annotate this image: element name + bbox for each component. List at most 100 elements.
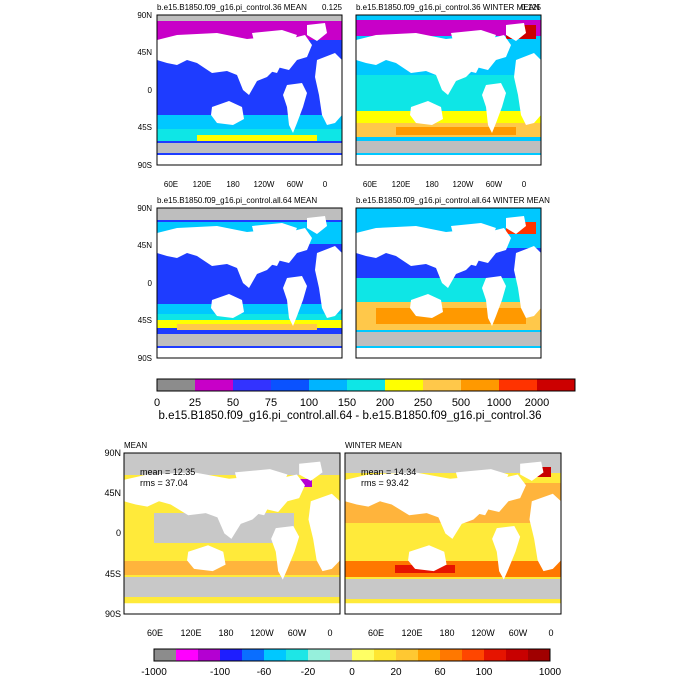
- colorbar-swatch: [286, 649, 308, 661]
- band-gray-antarctic: [356, 141, 541, 153]
- colorbar-label: 500: [452, 397, 470, 409]
- mean-stat: mean = 14.34: [361, 467, 416, 477]
- x-tick-label: 0: [548, 628, 553, 638]
- colorbar-swatch: [157, 379, 195, 391]
- colorbar-label: 25: [189, 397, 201, 409]
- colorbar-swatch: [385, 379, 423, 391]
- panel-title: b.e15.B1850.f09_g16.pi_control.all.64 WI…: [356, 196, 550, 205]
- colorbar-swatch: [330, 649, 352, 661]
- y-tick-label: 90N: [137, 204, 152, 213]
- x-tick-label: 0: [327, 628, 332, 638]
- colorbar-label: 60: [434, 667, 446, 678]
- colorbar-swatch: [271, 379, 309, 391]
- x-tick-label: 60E: [368, 628, 384, 638]
- x-tick-label: 180: [218, 628, 233, 638]
- y-tick-label: 90N: [137, 11, 152, 20]
- band-aqua-south: [157, 314, 342, 322]
- y-tick-label: 90S: [138, 161, 152, 170]
- band-yellow-south: [197, 135, 317, 141]
- x-tick-label: 0: [522, 180, 527, 189]
- rms-stat: rms = 37.04: [140, 478, 188, 488]
- colorbar-label: 0: [154, 397, 160, 409]
- colorbar-swatch: [220, 649, 242, 661]
- x-tick-label: 120W: [471, 628, 495, 638]
- y-tick-label: 0: [148, 86, 153, 95]
- colorbar-swatch: [233, 379, 271, 391]
- colorbar-swatch: [499, 379, 537, 391]
- colorbar-label: 75: [265, 397, 277, 409]
- band-purple-north-atlantic: [300, 479, 312, 487]
- rms-stat: rms = 93.42: [361, 478, 409, 488]
- colorbar-swatch: [308, 649, 330, 661]
- x-tick-label: 0: [323, 180, 328, 189]
- colorbar-top: 0 25 50 75 100 150 200 250 500 1000 2000: [154, 378, 576, 409]
- colorbar-swatch: [198, 649, 220, 661]
- panel-title: b.e15.B1850.f09_g16.pi_control.36 WINTER…: [356, 3, 540, 12]
- colorbar-label: 0: [349, 667, 355, 678]
- y-tick-label: 90N: [104, 448, 121, 458]
- band-gray-antarctic: [157, 334, 342, 346]
- x-tick-label: 180: [425, 180, 439, 189]
- x-tick-label: 120W: [453, 180, 474, 189]
- x-tick-label: 120E: [193, 180, 212, 189]
- colorbar-swatch: [264, 649, 286, 661]
- colorbar-swatch: [195, 379, 233, 391]
- colorbar-swatch: [440, 649, 462, 661]
- y-tick-label: 45N: [137, 241, 152, 250]
- band-magenta-north: [356, 20, 541, 36]
- y-tick-label: 0: [148, 279, 153, 288]
- panel-title: WINTER MEAN: [345, 441, 402, 450]
- band-orange-south: [124, 561, 340, 575]
- x-tick-label: 120W: [254, 180, 275, 189]
- band-orange-south: [177, 324, 317, 330]
- y-tick-label: 90S: [138, 354, 152, 363]
- y-tick-label: 45S: [105, 569, 121, 579]
- mean-stat: mean = 12.35: [140, 467, 195, 477]
- colorbar-label: 150: [338, 397, 356, 409]
- colorbar-label: -100: [210, 667, 230, 678]
- x-tick-label: 60E: [164, 180, 178, 189]
- colorbar-swatch: [423, 379, 461, 391]
- colorbar-label: 200: [376, 397, 394, 409]
- colorbar-swatch: [506, 649, 528, 661]
- y-tick-label: 45N: [104, 488, 121, 498]
- band-cyan-south: [157, 304, 342, 314]
- colorbar-swatch: [484, 649, 506, 661]
- colorbar-swatch: [242, 649, 264, 661]
- colorbar-label: -20: [301, 667, 316, 678]
- colorbar-label: 100: [300, 397, 318, 409]
- panel-36-winter-mean: b.e15.B1850.f09_g16.pi_control.36 WINTER…: [355, 3, 542, 189]
- colorbar-label: 100: [476, 667, 493, 678]
- panel-diff-winter-mean: WINTER MEAN mean = 14.34 rms = 93.42 60E…: [344, 441, 562, 638]
- y-tick-label: 0: [116, 528, 121, 538]
- colorbar-swatch: [418, 649, 440, 661]
- colorbar-label: -60: [257, 667, 272, 678]
- band-gray-antarctic: [356, 332, 541, 346]
- panel-diff-mean: MEAN mean = 12.35 rms = 37.04 90N 45N 0 …: [104, 441, 341, 638]
- band-gray-antarctic: [345, 579, 561, 599]
- x-tick-label: 180: [439, 628, 454, 638]
- y-tick-label: 45S: [138, 316, 152, 325]
- colorbar-label: 250: [414, 397, 432, 409]
- colorbar-bottom: -1000 -100 -60 -20 0 20 60 100 1000: [141, 648, 562, 678]
- y-tick-label: 45N: [137, 48, 152, 57]
- x-tick-label: 60W: [287, 180, 304, 189]
- colorbar-swatch: [176, 649, 198, 661]
- colorbar-label: 2000: [525, 397, 549, 409]
- colorbar-swatch: [352, 649, 374, 661]
- difference-title: b.e15.B1850.f09_g16.pi_control.all.64 - …: [159, 410, 542, 422]
- colorbar-swatch: [374, 649, 396, 661]
- y-tick-label: 45S: [138, 123, 152, 132]
- panel-title: b.e15.B1850.f09_g16.pi_control.all.64 ME…: [157, 196, 317, 205]
- x-tick-label: 180: [226, 180, 240, 189]
- colorbar-label: 20: [390, 667, 402, 678]
- colorbar-swatch: [309, 379, 347, 391]
- panel-title: b.e15.B1850.f09_g16.pi_control.36 MEAN: [157, 3, 307, 12]
- x-tick-label: 60W: [288, 628, 307, 638]
- band-gray-north: [345, 453, 561, 473]
- panel-title-right: 0.125: [521, 3, 542, 12]
- colorbar-swatch: [462, 649, 484, 661]
- panel-all64-winter-mean: b.e15.B1850.f09_g16.pi_control.all.64 WI…: [355, 196, 550, 359]
- band-deep-orange-south: [396, 127, 516, 135]
